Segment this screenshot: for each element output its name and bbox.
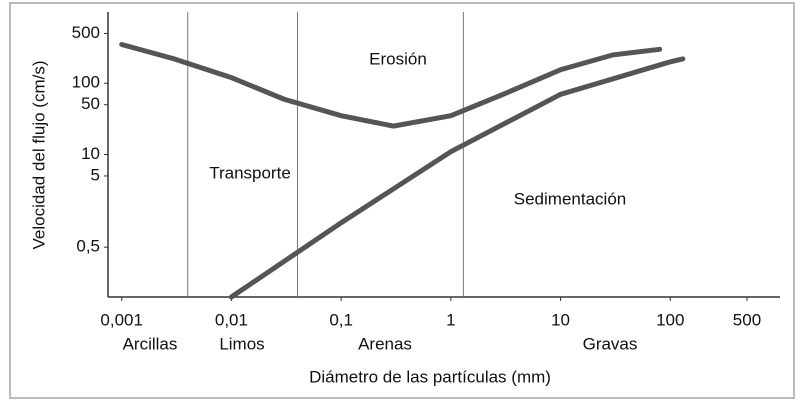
y-tick-label: 0,5 [76, 237, 100, 256]
data-line [228, 56, 686, 300]
region-label: Erosión [369, 49, 427, 68]
x-tick-label: 10 [551, 310, 570, 329]
y-tick-label: 100 [72, 73, 100, 92]
x-tick-label: 1 [446, 310, 455, 329]
size-class-label: Limos [219, 334, 264, 353]
y-axis-label: Velocidad del flujo (cm/s) [29, 61, 48, 250]
y-tick-label: 10 [81, 144, 100, 163]
y-tick-label: 50 [81, 94, 100, 113]
region-label: Sedimentación [514, 189, 626, 208]
x-axis-label: Diámetro de las partículas (mm) [309, 367, 551, 386]
region-label: Transporte [209, 163, 291, 182]
x-tick-label: 0,001 [100, 310, 143, 329]
x-tick-label: 0,01 [215, 310, 248, 329]
y-tick-label: 500 [72, 23, 100, 42]
y-tick-label: 5 [91, 165, 100, 184]
x-tick-label: 100 [656, 310, 684, 329]
size-class-label: Arenas [358, 334, 412, 353]
chart-frame [9, 2, 795, 399]
x-tick-label: 500 [733, 310, 761, 329]
x-tick-label: 0,1 [329, 310, 353, 329]
size-class-label: Gravas [583, 334, 638, 353]
size-class-label: Arcillas [123, 334, 178, 353]
data-line [119, 42, 663, 129]
